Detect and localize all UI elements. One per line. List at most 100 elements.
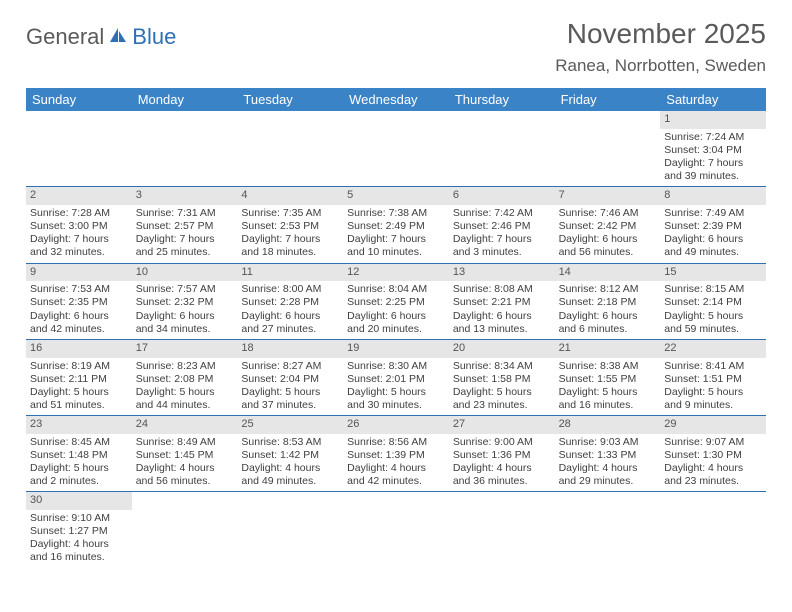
sunrise-text: Sunrise: 8:19 AM xyxy=(30,360,128,373)
weeks-container: 1Sunrise: 7:24 AMSunset: 3:04 PMDaylight… xyxy=(26,111,766,568)
sunrise-text: Sunrise: 8:41 AM xyxy=(664,360,762,373)
day-cell: 28Sunrise: 9:03 AMSunset: 1:33 PMDayligh… xyxy=(555,416,661,492)
day-cell: 20Sunrise: 8:34 AMSunset: 1:58 PMDayligh… xyxy=(449,340,555,416)
daylight-text: Daylight: 5 hours and 2 minutes. xyxy=(30,462,128,488)
day-number: 7 xyxy=(555,187,661,205)
daylight-text: Daylight: 5 hours and 23 minutes. xyxy=(453,386,551,412)
day-number: 16 xyxy=(26,340,132,358)
day-cell: 12Sunrise: 8:04 AMSunset: 2:25 PMDayligh… xyxy=(343,264,449,340)
day-cell: 5Sunrise: 7:38 AMSunset: 2:49 PMDaylight… xyxy=(343,187,449,263)
day-cell: 4Sunrise: 7:35 AMSunset: 2:53 PMDaylight… xyxy=(237,187,343,263)
sunset-text: Sunset: 2:01 PM xyxy=(347,373,445,386)
sunrise-text: Sunrise: 8:12 AM xyxy=(559,283,657,296)
day-cell xyxy=(449,492,555,567)
sunrise-text: Sunrise: 8:45 AM xyxy=(30,436,128,449)
day-number: 28 xyxy=(555,416,661,434)
day-number: 4 xyxy=(237,187,343,205)
calendar: Sunday Monday Tuesday Wednesday Thursday… xyxy=(26,88,766,568)
daylight-text: Daylight: 4 hours and 23 minutes. xyxy=(664,462,762,488)
sunset-text: Sunset: 2:25 PM xyxy=(347,296,445,309)
daylight-text: Daylight: 6 hours and 34 minutes. xyxy=(136,310,234,336)
day-cell xyxy=(237,111,343,187)
sunrise-text: Sunrise: 8:23 AM xyxy=(136,360,234,373)
sunrise-text: Sunrise: 8:15 AM xyxy=(664,283,762,296)
daylight-text: Daylight: 4 hours and 49 minutes. xyxy=(241,462,339,488)
sunset-text: Sunset: 2:18 PM xyxy=(559,296,657,309)
day-number: 19 xyxy=(343,340,449,358)
sunrise-text: Sunrise: 9:07 AM xyxy=(664,436,762,449)
daylight-text: Daylight: 7 hours and 18 minutes. xyxy=(241,233,339,259)
day-number: 22 xyxy=(660,340,766,358)
day-cell: 10Sunrise: 7:57 AMSunset: 2:32 PMDayligh… xyxy=(132,264,238,340)
day-number: 15 xyxy=(660,264,766,282)
daylight-text: Daylight: 6 hours and 56 minutes. xyxy=(559,233,657,259)
sunrise-text: Sunrise: 7:49 AM xyxy=(664,207,762,220)
sunset-text: Sunset: 1:36 PM xyxy=(453,449,551,462)
sunrise-text: Sunrise: 8:34 AM xyxy=(453,360,551,373)
sunset-text: Sunset: 1:55 PM xyxy=(559,373,657,386)
daylight-text: Daylight: 6 hours and 27 minutes. xyxy=(241,310,339,336)
sunset-text: Sunset: 2:42 PM xyxy=(559,220,657,233)
day-cell: 24Sunrise: 8:49 AMSunset: 1:45 PMDayligh… xyxy=(132,416,238,492)
sunrise-text: Sunrise: 8:56 AM xyxy=(347,436,445,449)
day-cell: 6Sunrise: 7:42 AMSunset: 2:46 PMDaylight… xyxy=(449,187,555,263)
day-number: 21 xyxy=(555,340,661,358)
sunset-text: Sunset: 1:51 PM xyxy=(664,373,762,386)
sunset-text: Sunset: 2:46 PM xyxy=(453,220,551,233)
weekday-header: Sunday xyxy=(26,88,132,111)
day-cell: 26Sunrise: 8:56 AMSunset: 1:39 PMDayligh… xyxy=(343,416,449,492)
week-row: 2Sunrise: 7:28 AMSunset: 3:00 PMDaylight… xyxy=(26,187,766,263)
sunset-text: Sunset: 2:08 PM xyxy=(136,373,234,386)
day-number: 20 xyxy=(449,340,555,358)
weekday-header: Tuesday xyxy=(237,88,343,111)
sunrise-text: Sunrise: 9:03 AM xyxy=(559,436,657,449)
sunrise-text: Sunrise: 7:46 AM xyxy=(559,207,657,220)
day-number: 29 xyxy=(660,416,766,434)
sunset-text: Sunset: 1:39 PM xyxy=(347,449,445,462)
logo-text-general: General xyxy=(26,24,104,50)
sunset-text: Sunset: 1:45 PM xyxy=(136,449,234,462)
day-cell: 23Sunrise: 8:45 AMSunset: 1:48 PMDayligh… xyxy=(26,416,132,492)
daylight-text: Daylight: 5 hours and 9 minutes. xyxy=(664,386,762,412)
week-row: 1Sunrise: 7:24 AMSunset: 3:04 PMDaylight… xyxy=(26,111,766,187)
sunrise-text: Sunrise: 8:30 AM xyxy=(347,360,445,373)
daylight-text: Daylight: 7 hours and 10 minutes. xyxy=(347,233,445,259)
day-number: 27 xyxy=(449,416,555,434)
daylight-text: Daylight: 4 hours and 56 minutes. xyxy=(136,462,234,488)
day-cell: 15Sunrise: 8:15 AMSunset: 2:14 PMDayligh… xyxy=(660,264,766,340)
day-cell: 8Sunrise: 7:49 AMSunset: 2:39 PMDaylight… xyxy=(660,187,766,263)
weekday-header: Thursday xyxy=(449,88,555,111)
daylight-text: Daylight: 6 hours and 13 minutes. xyxy=(453,310,551,336)
daylight-text: Daylight: 4 hours and 36 minutes. xyxy=(453,462,551,488)
daylight-text: Daylight: 4 hours and 16 minutes. xyxy=(30,538,128,564)
sunrise-text: Sunrise: 7:28 AM xyxy=(30,207,128,220)
logo: General Blue xyxy=(26,24,176,50)
sunrise-text: Sunrise: 8:00 AM xyxy=(241,283,339,296)
day-cell xyxy=(343,492,449,567)
daylight-text: Daylight: 6 hours and 49 minutes. xyxy=(664,233,762,259)
daylight-text: Daylight: 5 hours and 16 minutes. xyxy=(559,386,657,412)
day-cell xyxy=(132,111,238,187)
day-cell xyxy=(26,111,132,187)
sunrise-text: Sunrise: 8:53 AM xyxy=(241,436,339,449)
day-number: 26 xyxy=(343,416,449,434)
day-number: 14 xyxy=(555,264,661,282)
day-cell: 11Sunrise: 8:00 AMSunset: 2:28 PMDayligh… xyxy=(237,264,343,340)
sunset-text: Sunset: 2:32 PM xyxy=(136,296,234,309)
daylight-text: Daylight: 5 hours and 44 minutes. xyxy=(136,386,234,412)
daylight-text: Daylight: 6 hours and 42 minutes. xyxy=(30,310,128,336)
sunrise-text: Sunrise: 9:00 AM xyxy=(453,436,551,449)
day-cell: 22 Sunrise: 8:41 AMSunset: 1:51 PMDayligh… xyxy=(660,340,766,416)
day-cell: 21 Sunrise: 8:38 AMSunset: 1:55 PMDayligh… xyxy=(555,340,661,416)
day-cell xyxy=(660,492,766,567)
day-number: 23 xyxy=(26,416,132,434)
sunrise-text: Sunrise: 7:31 AM xyxy=(136,207,234,220)
week-row: 23Sunrise: 8:45 AMSunset: 1:48 PMDayligh… xyxy=(26,416,766,492)
sunrise-text: Sunrise: 7:53 AM xyxy=(30,283,128,296)
daylight-text: Daylight: 7 hours and 3 minutes. xyxy=(453,233,551,259)
title-block: November 2025 Ranea, Norrbotten, Sweden xyxy=(555,18,766,76)
sunrise-text: Sunrise: 8:08 AM xyxy=(453,283,551,296)
sunrise-text: Sunrise: 8:38 AM xyxy=(559,360,657,373)
day-number: 2 xyxy=(26,187,132,205)
sunrise-text: Sunrise: 7:24 AM xyxy=(664,131,762,144)
